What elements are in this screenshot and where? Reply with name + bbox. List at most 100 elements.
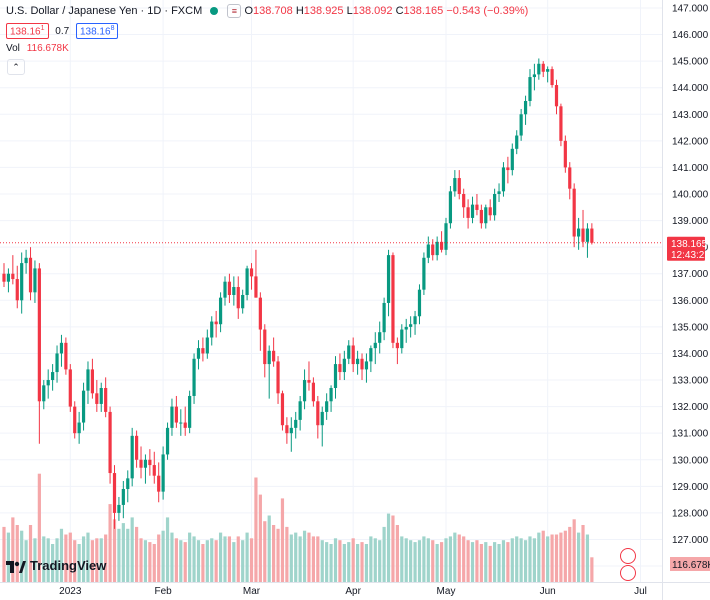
- volume-bar: [448, 536, 453, 582]
- candle-body: [347, 345, 351, 359]
- volume-bar: [439, 542, 444, 582]
- volume-bar: [488, 545, 492, 582]
- candle-body: [311, 382, 315, 402]
- candle-body: [581, 228, 585, 242]
- candle-body: [135, 435, 139, 460]
- candle-body: [497, 191, 501, 194]
- volume-bar: [263, 521, 267, 582]
- candle-body: [453, 178, 457, 192]
- volume-bar: [568, 526, 572, 582]
- volume-bar: [130, 517, 134, 582]
- candle-body: [333, 364, 338, 388]
- y-tick-label: 128.000: [672, 508, 709, 519]
- x-tick-label: May: [437, 586, 456, 597]
- candle-body: [378, 332, 382, 343]
- symbol-legend[interactable]: U.S. Dollar / Japanese Yen · 1D · FXCM ≡…: [6, 4, 528, 18]
- y-tick-label: 142.000: [672, 136, 709, 147]
- candle-body: [528, 77, 532, 101]
- candle-body: [426, 244, 430, 258]
- y-tick-label: 146.000: [672, 30, 709, 41]
- tradingview-logo-icon: [6, 560, 26, 573]
- tradingview-logo[interactable]: TradingView: [6, 558, 106, 573]
- volume-bar: [333, 538, 338, 582]
- market-status-icon[interactable]: [210, 7, 219, 15]
- volume-bar: [236, 536, 240, 582]
- time-axis[interactable]: 2023FebMarAprMayJunJulAu: [0, 582, 710, 598]
- sell-button[interactable]: 138.161: [6, 23, 49, 40]
- volume-legend[interactable]: Vol 116.678K: [6, 43, 69, 54]
- candle-body: [121, 488, 125, 505]
- candle-body: [338, 364, 342, 373]
- volume-bar: [179, 540, 183, 582]
- candle-body: [289, 427, 293, 434]
- candle-body: [462, 194, 466, 208]
- candle-body: [523, 100, 528, 115]
- candle-body: [351, 345, 355, 365]
- trade-buttons: 138.161 0.7 138.168: [6, 23, 122, 40]
- volume-bar: [444, 538, 448, 582]
- candle-body: [276, 361, 280, 394]
- volume-bar: [126, 528, 130, 582]
- volume-bar: [108, 504, 112, 582]
- volume-bar: [117, 528, 121, 582]
- volume-bar: [541, 530, 545, 582]
- volume-bar: [77, 544, 81, 582]
- candle-body: [183, 422, 187, 428]
- volume-bar: [581, 525, 585, 582]
- candle-body: [130, 435, 134, 479]
- volume-bar: [311, 536, 315, 582]
- x-tick-label: Apr: [345, 586, 361, 597]
- candle-body: [46, 380, 50, 386]
- x-tick-label: Feb: [155, 586, 173, 597]
- candle-body: [519, 114, 523, 136]
- candle-body: [104, 388, 108, 412]
- y-tick-label: 144.000: [672, 83, 709, 94]
- candle-body: [431, 244, 435, 256]
- price-axis[interactable]: 126.000127.000128.000129.000130.000131.0…: [662, 0, 709, 600]
- candle-body: [479, 209, 483, 224]
- candle-body: [267, 350, 271, 365]
- candle-body: [364, 361, 369, 370]
- volume-bar: [90, 540, 94, 582]
- candle-body: [360, 358, 364, 370]
- volume-bar: [55, 538, 59, 582]
- open-value: 138.708: [253, 4, 293, 17]
- candle-body: [2, 273, 6, 282]
- candle-body: [510, 148, 514, 171]
- volume-bar: [382, 526, 386, 582]
- volume-bar: [563, 530, 567, 582]
- candle-body: [568, 167, 572, 189]
- buy-button[interactable]: 138.168: [75, 23, 119, 40]
- candle-body: [218, 297, 223, 325]
- volume-bar: [528, 536, 532, 582]
- volume-bar: [245, 532, 249, 582]
- volume-bar: [479, 544, 483, 582]
- volume-bar: [426, 538, 430, 582]
- high-value: 138.925: [303, 4, 344, 17]
- volume-bar: [161, 530, 165, 582]
- us-flag-event-icon[interactable]: [620, 548, 636, 564]
- candle-body: [316, 401, 320, 426]
- collapse-legend-button[interactable]: ⌃: [7, 59, 25, 75]
- volume-bar: [121, 523, 125, 582]
- volume-bar: [258, 494, 262, 582]
- volume-bar: [37, 473, 41, 582]
- candle-body: [112, 473, 117, 513]
- volume-bar: [15, 525, 19, 582]
- volume-bar: [223, 536, 227, 582]
- volume-bar: [577, 532, 581, 582]
- volume-bar: [276, 528, 280, 582]
- us-flag-event-icon[interactable]: [620, 565, 636, 581]
- symbol-title[interactable]: U.S. Dollar / Japanese Yen · 1D · FXCM: [6, 4, 203, 17]
- last-price-label: 138.165: [671, 239, 708, 250]
- volume-bar: [157, 534, 161, 582]
- candle-body: [439, 241, 444, 250]
- visibility-icon[interactable]: ≡: [227, 4, 242, 18]
- low-value: 138.092: [352, 4, 393, 17]
- volume-bar: [227, 536, 232, 582]
- volume-bar: [431, 540, 435, 582]
- y-tick-label: 127.000: [672, 535, 709, 546]
- y-tick-label: 145.000: [672, 57, 709, 68]
- candle-body: [28, 257, 33, 293]
